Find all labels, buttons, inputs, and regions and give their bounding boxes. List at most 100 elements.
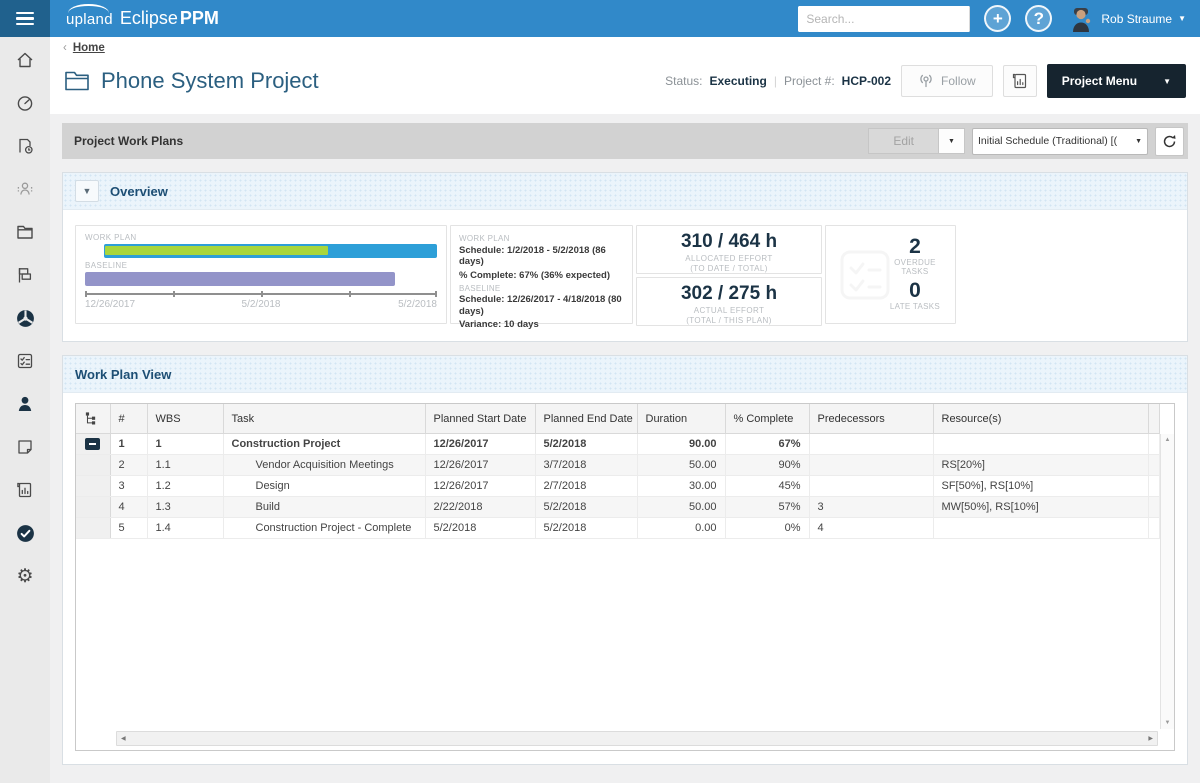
table-row[interactable]: 1 1 Construction Project 12/26/2017 5/2/… [76,433,1160,455]
schedule-details: WORK PLAN Schedule: 1/2/2018 - 5/2/2018 … [450,225,633,330]
follow-beacon-icon [920,74,932,88]
hamburger-menu-button[interactable] [0,0,50,37]
column-header-resources[interactable]: Resource(s) [932,404,1149,434]
edit-button[interactable]: Edit [868,128,939,154]
sidebar-item-approvals[interactable] [14,522,36,544]
actual-effort-box: 302 / 275 h ACTUAL EFFORT (TOTAL / THIS … [636,277,822,326]
task-counts-box: 2 OVERDUE TASKS 0 LATE TASKS [825,225,956,324]
cell-end: 5/2/2018 [535,496,638,518]
scroll-up-icon[interactable]: ▲ [1164,437,1171,443]
sidebar-item-task-board[interactable] [14,350,36,372]
table-row[interactable]: 5 1.4 Construction Project - Complete 5/… [76,517,1160,539]
cell-predecessors [809,454,934,476]
search-settings-button[interactable]: ⚙ [969,5,971,32]
project-meta: Status: Executing | Project #: HCP-002 [665,74,892,88]
sidebar-item-notes[interactable] [14,436,36,458]
sidebar-item-projects[interactable] [14,221,36,243]
user-menu[interactable]: Rob Straume ▼ [1068,6,1186,32]
status-report-button[interactable] [1002,65,1037,97]
hierarchy-column-header[interactable] [76,404,111,434]
actual-effort-value: 302 / 275 h [680,283,778,304]
table-row[interactable]: 4 1.3 Build 2/22/2018 5/2/2018 50.00 57%… [76,496,1160,518]
overdue-tasks-count: 2 [909,234,921,258]
project-number-label: Project #: [783,74,835,88]
late-tasks-label: LATE TASKS [889,302,941,312]
project-menu-label: Project Menu [1061,74,1138,88]
follow-button[interactable]: Follow [901,65,993,97]
column-header-start[interactable]: Planned Start Date [424,404,536,434]
work-plans-toolbar: Project Work Plans Edit ▼ Initial Schedu… [62,123,1188,159]
help-button[interactable]: ? [1025,5,1053,32]
schedule-select[interactable]: Initial Schedule (Traditional) [( ▼ [972,127,1148,155]
column-header-task[interactable]: Task [222,404,426,434]
column-header-predecessors[interactable]: Predecessors [808,404,934,434]
actual-effort-sub: (TOTAL / THIS PLAN) [686,316,772,325]
sidebar-item-profile[interactable] [14,393,36,415]
folder-icon [17,225,33,239]
cell-wbs: 1.3 [147,496,224,518]
column-header-end[interactable]: Planned End Date [534,404,638,434]
sidebar-item-home[interactable] [14,49,36,71]
sidebar-item-reports[interactable] [14,479,36,501]
column-header-complete[interactable]: % Complete [724,404,810,434]
gantt-axis [85,291,437,297]
table-row[interactable]: 2 1.1 Vendor Acquisition Meetings 12/26/… [76,454,1160,476]
refresh-icon [1163,134,1176,147]
project-number-value: HCP-002 [841,74,892,88]
cell-task: Build [223,496,426,518]
cell-end: 3/7/2018 [535,454,638,476]
breadcrumb-back-chevron[interactable]: ‹ [63,42,67,54]
gantt-baseline-label: BASELINE [85,261,128,270]
grid-header-row: # WBS Task Planned Start Date Planned En… [76,404,1160,434]
column-header-num[interactable]: # [109,404,148,434]
add-button[interactable]: + [984,5,1012,32]
row-collapse-button[interactable] [85,438,101,450]
report-file-icon [1012,73,1026,89]
axis-label-mid: 5/2/2018 [241,299,281,310]
axis-label-end: 5/2/2018 [398,299,437,310]
gantt-mini-chart: WORK PLAN BASELINE 12/26/2017 [75,225,447,324]
scroll-down-icon[interactable]: ▼ [1164,720,1171,726]
search-input[interactable] [798,5,970,32]
sidebar-item-resources[interactable] [14,178,36,200]
sidebar-icon-rail: ⚙ [0,37,50,783]
baseline-schedule: Schedule: 12/26/2017 - 4/18/2018 (80 day… [459,294,622,317]
sidebar-item-dashboard[interactable] [14,92,36,114]
overview-panel: ▼ Overview WORK PLAN BASELINE [62,172,1188,342]
work-plan-view-header: Work Plan View [63,356,1187,393]
horizontal-scrollbar[interactable]: ◀ ▶ [116,731,1158,746]
refresh-button[interactable] [1155,126,1184,156]
vertical-scrollbar[interactable]: ▲ ▼ [1160,434,1174,729]
user-avatar [1073,7,1091,32]
details-baseline-label: BASELINE [459,283,501,293]
overview-collapse-button[interactable]: ▼ [75,180,99,202]
project-header: Phone System Project Status: Executing |… [50,56,1200,114]
breadcrumb-home-link[interactable]: Home [72,42,105,54]
cell-complete: 67% [725,433,810,455]
cell-start: 12/26/2017 [425,475,536,497]
allocated-effort-box: 310 / 464 h ALLOCATED EFFORT (TO DATE / … [636,225,822,274]
work-plan-view-panel: Work Plan View [62,355,1188,765]
user-name: Rob Straume [1101,11,1173,26]
gantt-workplan-label: WORK PLAN [85,233,137,242]
column-header-filler [1147,404,1160,434]
project-menu-button[interactable]: Project Menu ▼ [1046,64,1186,98]
sidebar-item-settings[interactable]: ⚙ [14,565,36,587]
cell-complete: 90% [725,454,810,476]
edit-dropdown-caret[interactable]: ▼ [939,128,965,154]
sidebar-item-risks[interactable] [14,307,36,329]
table-row[interactable]: 3 1.2 Design 12/26/2017 2/7/2018 30.00 4… [76,475,1160,497]
scroll-left-icon[interactable]: ◀ [121,736,126,742]
sidebar-item-milestones[interactable] [14,264,36,286]
overview-title: Overview [110,183,168,199]
column-header-wbs[interactable]: WBS [146,404,224,434]
overview-panel-header: ▼ Overview [63,173,1187,210]
sidebar-item-project-requests[interactable] [14,135,36,157]
cell-resources [933,433,1149,455]
flags-icon [18,268,32,283]
status-label: Status: [665,74,703,88]
column-header-duration[interactable]: Duration [636,404,726,434]
cell-complete: 57% [725,496,810,518]
scroll-right-icon[interactable]: ▶ [1148,736,1153,742]
overdue-tasks-label: OVERDUE TASKS [894,258,936,276]
